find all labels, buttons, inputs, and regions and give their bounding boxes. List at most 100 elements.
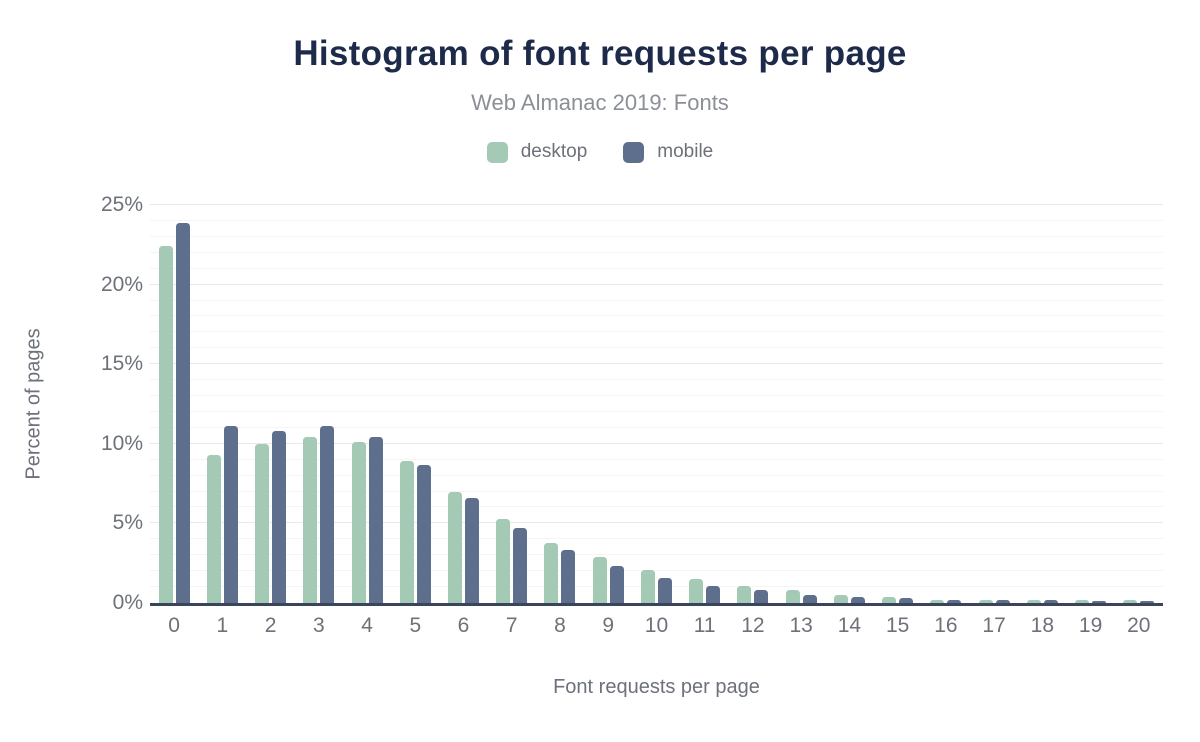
y-tick-label-0pct: 0% xyxy=(112,591,143,614)
bar-group-12 xyxy=(729,205,777,603)
bar-mobile-10[interactable] xyxy=(657,577,672,603)
x-axis-tick-labels: 0 1 2 3 4 5 6 7 8 9 10 11 12 13 14 15 16 17 18 19 20 xyxy=(150,614,1163,638)
bar-group-6 xyxy=(439,205,487,603)
x-tick-label-16: 16 xyxy=(934,614,958,637)
bar-mobile-5[interactable] xyxy=(416,464,431,603)
x-tick-label-14: 14 xyxy=(837,614,862,637)
bar-mobile-0[interactable] xyxy=(175,222,190,603)
bar-group-18 xyxy=(1018,205,1066,603)
x-tick-label-4: 4 xyxy=(361,614,373,637)
bar-mobile-19[interactable] xyxy=(1092,601,1107,603)
bar-group-9 xyxy=(584,205,632,603)
legend-label-desktop: desktop xyxy=(520,141,588,162)
gridline-2pct xyxy=(150,570,1163,572)
bar-mobile-2[interactable] xyxy=(272,431,287,603)
bar-mobile-12[interactable] xyxy=(754,590,769,603)
bar-desktop-17[interactable] xyxy=(978,599,993,603)
y-tick-label-5pct: 5% xyxy=(112,511,143,535)
bar-desktop-7[interactable] xyxy=(496,518,511,603)
bar-mobile-9[interactable] xyxy=(609,566,624,603)
gridline-17pct xyxy=(150,331,1163,333)
bar-desktop-0[interactable] xyxy=(158,246,173,603)
bar-desktop-15[interactable] xyxy=(882,596,897,603)
bar-desktop-9[interactable] xyxy=(592,556,607,603)
x-tick-label-12: 12 xyxy=(741,614,765,637)
legend-label-mobile: mobile xyxy=(657,141,714,162)
bar-mobile-1[interactable] xyxy=(223,426,238,603)
bar-group-1 xyxy=(198,205,246,603)
y-tick-label-10pct: 10% xyxy=(100,431,143,455)
bar-desktop-4[interactable] xyxy=(351,442,366,603)
bar-desktop-19[interactable] xyxy=(1075,599,1090,603)
gridline-19pct xyxy=(150,299,1163,301)
bar-mobile-17[interactable] xyxy=(995,599,1010,603)
bar-group-3 xyxy=(295,205,343,603)
bar-mobile-4[interactable] xyxy=(368,437,383,603)
bar-desktop-3[interactable] xyxy=(303,437,318,603)
bar-desktop-16[interactable] xyxy=(930,599,945,603)
x-tick-label-18: 18 xyxy=(1030,614,1055,637)
y-axis-title: Percent of pages xyxy=(22,328,45,480)
y-tick-label-20pct: 20% xyxy=(100,272,143,296)
x-tick-label-0: 0 xyxy=(168,614,180,637)
bar-desktop-5[interactable] xyxy=(399,461,414,603)
bar-mobile-8[interactable] xyxy=(561,550,576,603)
bar-desktop-8[interactable] xyxy=(544,542,559,603)
x-tick-label-19: 19 xyxy=(1078,614,1103,637)
bar-group-14 xyxy=(825,205,873,603)
bar-mobile-13[interactable] xyxy=(802,595,817,603)
bar-group-11 xyxy=(681,205,729,603)
bar-group-10 xyxy=(632,205,680,603)
bar-group-16 xyxy=(922,205,970,603)
gridline-23pct xyxy=(150,235,1163,237)
x-axis-title: Font requests per page xyxy=(553,676,760,698)
bar-desktop-1[interactable] xyxy=(206,454,221,603)
x-tick-label-13: 13 xyxy=(789,614,813,637)
gridline-21pct xyxy=(150,267,1163,269)
bar-mobile-20[interactable] xyxy=(1140,601,1155,603)
x-tick-label-11: 11 xyxy=(693,614,716,637)
bar-mobile-7[interactable] xyxy=(513,528,528,603)
gridline-18pct xyxy=(150,315,1163,317)
bar-desktop-11[interactable] xyxy=(689,579,704,603)
gridline-10pct xyxy=(150,442,1163,444)
bar-group-17 xyxy=(970,205,1018,603)
x-tick-label-6: 6 xyxy=(457,614,470,637)
y-tick-label-15pct: 15% xyxy=(100,352,143,376)
bar-group-15 xyxy=(874,205,922,603)
bar-mobile-6[interactable] xyxy=(465,497,480,603)
bar-desktop-13[interactable] xyxy=(785,590,800,603)
bar-desktop-14[interactable] xyxy=(833,595,848,603)
legend: desktop mobile xyxy=(0,141,1200,163)
bar-group-4 xyxy=(343,205,391,603)
gridline-24pct xyxy=(150,219,1163,221)
bar-mobile-18[interactable] xyxy=(1043,599,1058,603)
bar-group-8 xyxy=(536,205,584,603)
legend-swatch-desktop xyxy=(486,141,508,163)
legend-swatch-mobile xyxy=(623,141,645,163)
gridline-25pct xyxy=(150,204,1163,205)
bar-desktop-10[interactable] xyxy=(640,569,655,603)
chart-title: Histogram of font requests per page xyxy=(293,34,907,73)
bar-desktop-6[interactable] xyxy=(448,491,463,603)
bar-group-7 xyxy=(488,205,536,603)
legend-item-mobile: mobile xyxy=(623,141,713,163)
x-tick-label-9: 9 xyxy=(602,614,615,637)
x-tick-label-17: 17 xyxy=(982,614,1006,637)
bar-desktop-2[interactable] xyxy=(255,443,270,603)
bar-mobile-3[interactable] xyxy=(320,426,335,603)
bar-desktop-20[interactable] xyxy=(1123,599,1138,603)
bar-mobile-16[interactable] xyxy=(947,599,962,603)
bar-mobile-14[interactable] xyxy=(850,596,865,603)
bar-desktop-18[interactable] xyxy=(1026,599,1041,603)
chart-subtitle: Web Almanac 2019: Fonts xyxy=(471,90,729,115)
gridline-11pct xyxy=(150,426,1163,428)
gridline-14pct xyxy=(150,379,1163,381)
bar-mobile-11[interactable] xyxy=(706,585,721,603)
bar-group-2 xyxy=(246,205,294,603)
bar-desktop-12[interactable] xyxy=(737,585,752,603)
bar-group-0 xyxy=(150,205,198,603)
plot-area xyxy=(150,204,1163,606)
bar-mobile-15[interactable] xyxy=(899,598,914,603)
